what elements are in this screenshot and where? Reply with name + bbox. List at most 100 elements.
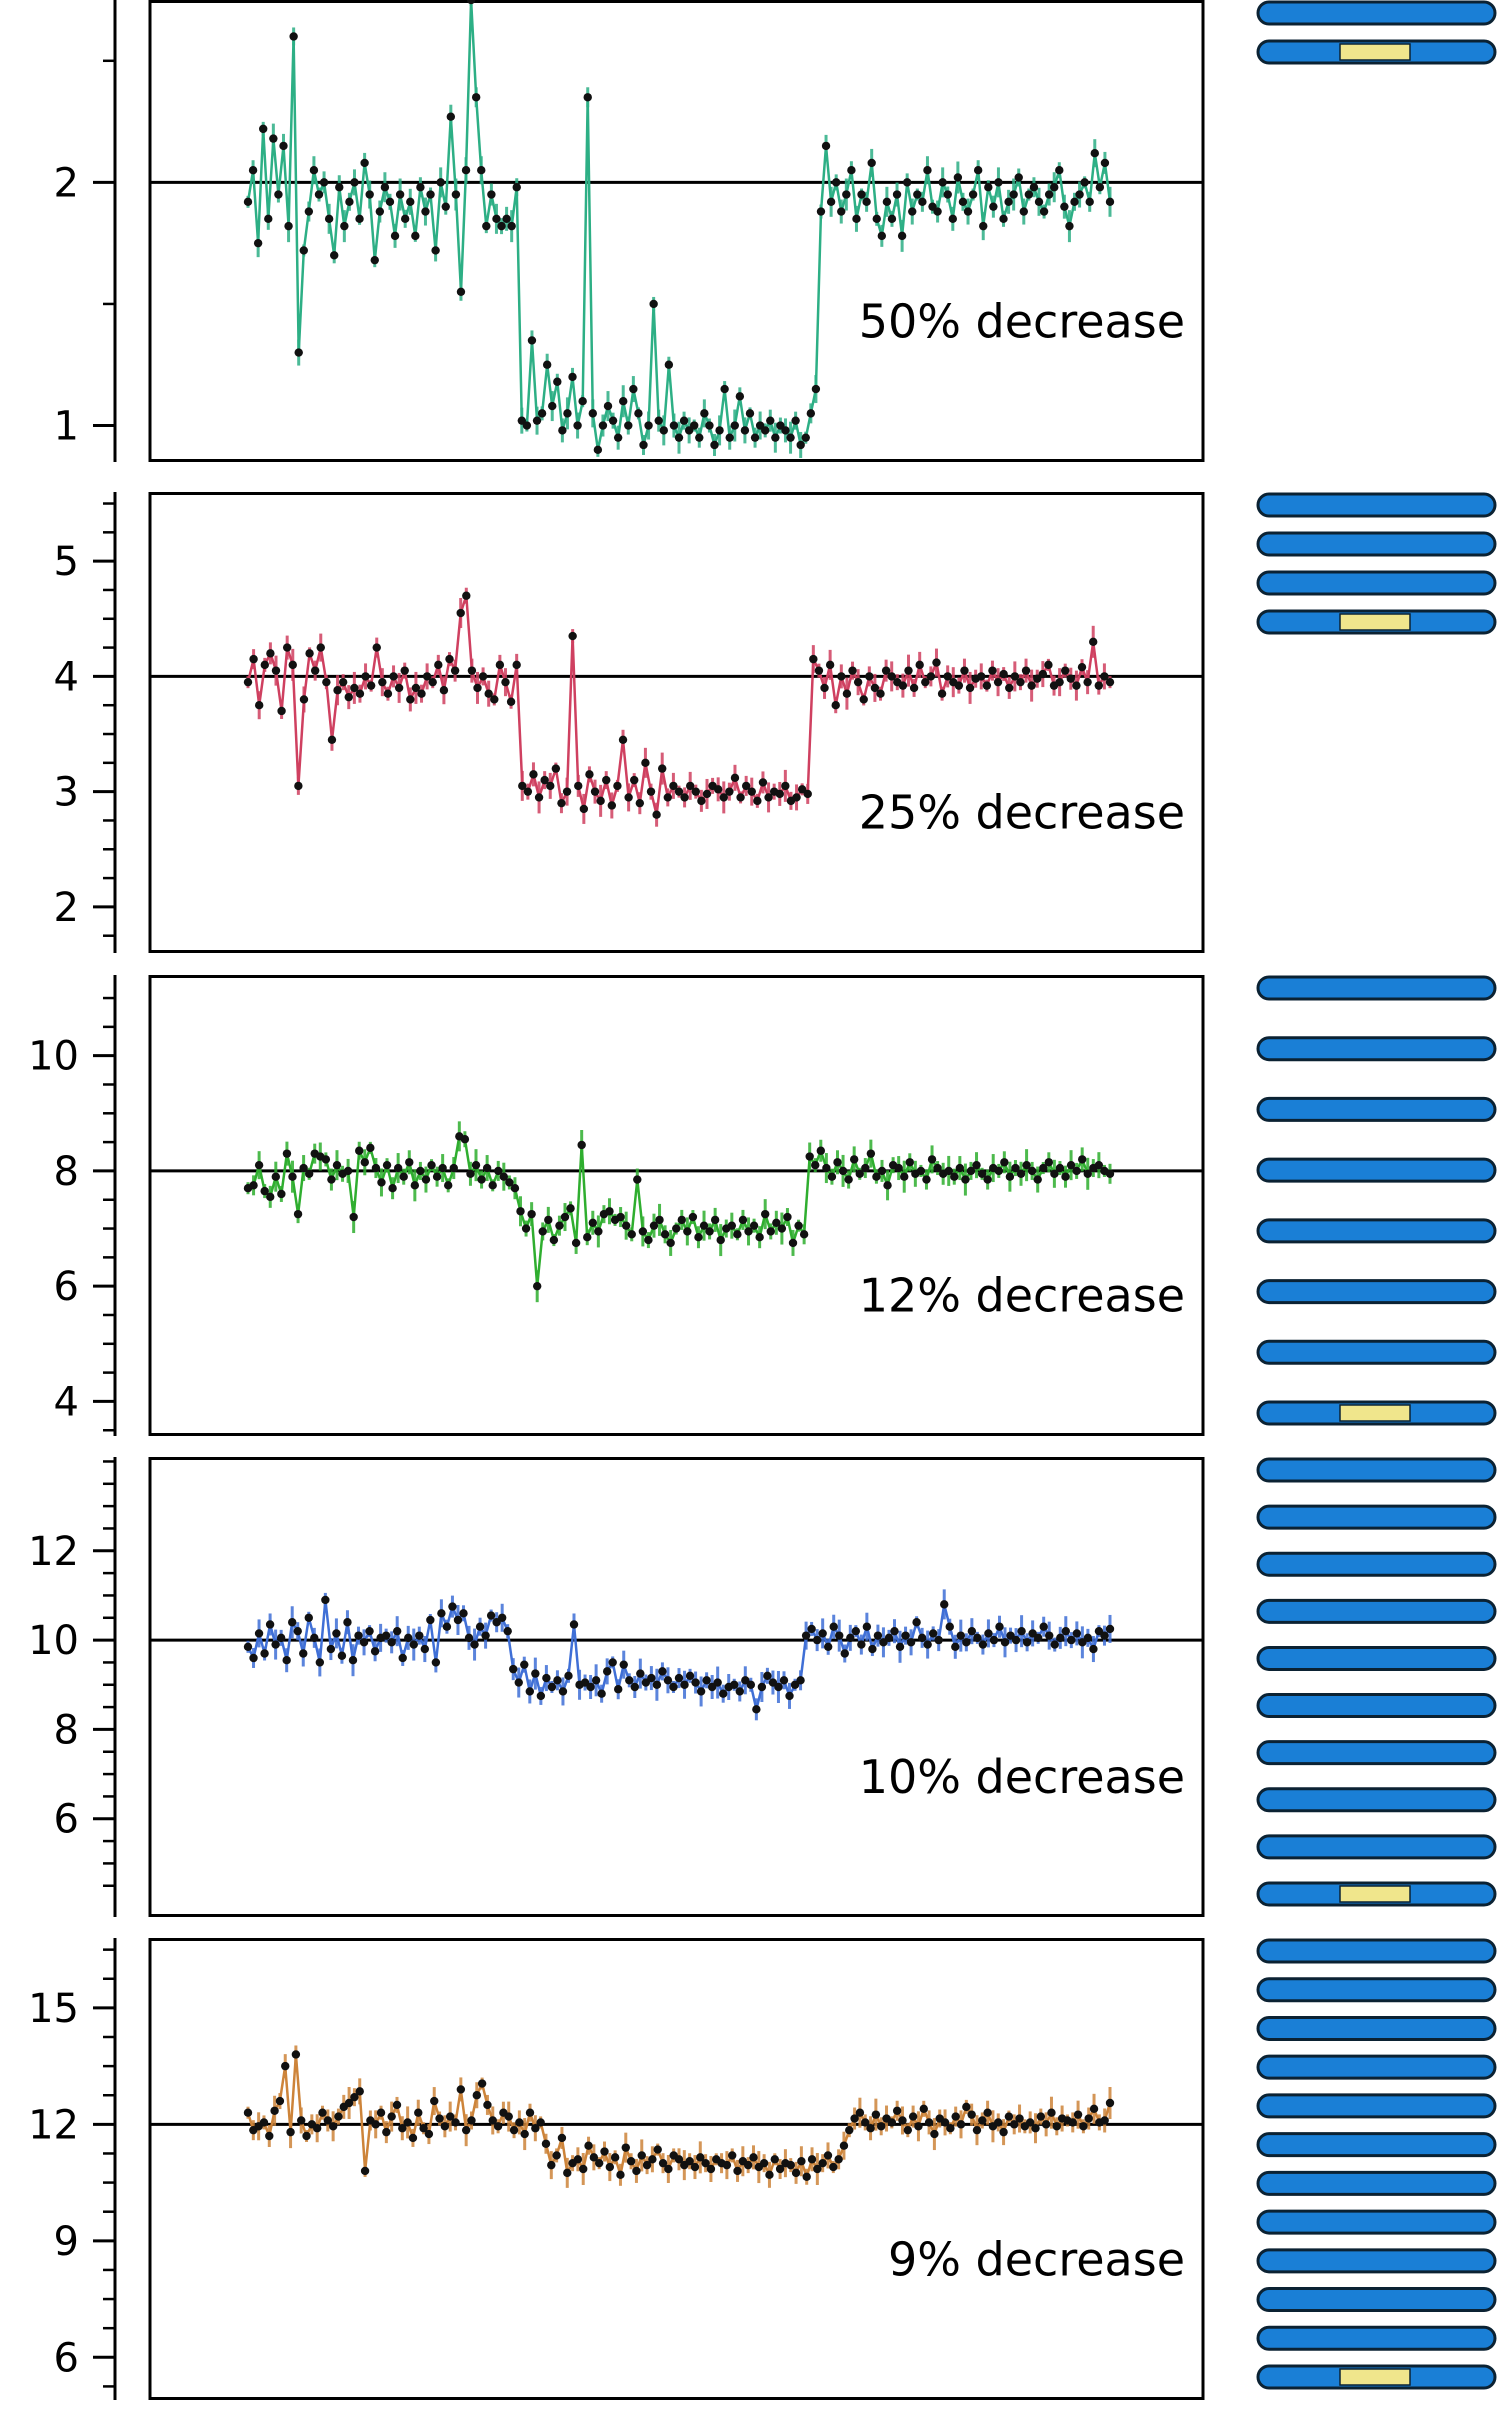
data-point [494, 1166, 503, 1176]
data-point [523, 787, 533, 796]
data-point [982, 681, 992, 690]
chromosome [1256, 975, 1497, 1001]
data-point [522, 421, 532, 430]
data-point [1033, 1175, 1042, 1184]
data-point [1079, 2122, 1088, 2131]
data-point [983, 1175, 992, 1184]
data-point [1039, 1163, 1048, 1173]
data-point [605, 1207, 614, 1216]
data-point [940, 2118, 950, 2127]
data-point [683, 1227, 692, 1236]
data-point [917, 1633, 927, 1643]
data-point [818, 1629, 827, 1638]
data-point [608, 1658, 617, 1667]
data-point [786, 433, 795, 442]
data-point [968, 190, 978, 199]
data-point [525, 2108, 535, 2117]
data-point [393, 1163, 403, 1173]
chromosome [1256, 1834, 1497, 1860]
data-point [610, 2153, 620, 2162]
data-point [614, 1685, 623, 1694]
data-point [994, 178, 1003, 187]
data-point [674, 433, 684, 442]
data-point [1055, 1163, 1065, 1173]
data-point [354, 1631, 363, 1640]
data-point [946, 2124, 955, 2133]
data-point [1067, 1635, 1076, 1645]
data-point [882, 197, 892, 207]
data-point [422, 672, 432, 681]
decrease-annotation: 50% decrease [859, 294, 1185, 348]
chromosome [1256, 2209, 1497, 2235]
data-point [705, 421, 714, 430]
data-point [926, 672, 936, 681]
data-point [319, 178, 329, 187]
data-point [431, 1658, 441, 1667]
data-point [965, 683, 975, 693]
data-point [321, 1155, 331, 1164]
data-point [1055, 166, 1064, 175]
data-point [695, 433, 704, 442]
data-point [797, 785, 807, 794]
data-point [757, 1682, 767, 1692]
y-tick-label: 8 [54, 1707, 79, 1753]
chromosome [1256, 531, 1497, 557]
data-point [392, 1626, 402, 1636]
data-point [269, 134, 278, 143]
data-point [536, 2118, 545, 2127]
data-point [774, 1682, 783, 1692]
panel-2: 2 3 4 5 25% decrease [54, 492, 1497, 953]
data-point [424, 2129, 434, 2139]
data-point [700, 409, 709, 418]
data-point [340, 221, 349, 231]
data-point [460, 1135, 470, 1144]
data-point [652, 810, 661, 819]
data-point [355, 2087, 364, 2096]
data-point [918, 197, 927, 207]
data-point [658, 1667, 667, 1676]
data-point [989, 202, 998, 211]
data-point [1044, 190, 1054, 199]
data-point [900, 1172, 909, 1181]
data-point [1089, 2104, 1099, 2114]
data-point [316, 643, 325, 652]
data-point [249, 1181, 258, 1190]
data-point [253, 238, 263, 248]
data-point [833, 1158, 842, 1167]
data-point [444, 1181, 453, 1190]
data-point [370, 1647, 380, 1656]
data-point [786, 2160, 795, 2170]
data-point [658, 2158, 668, 2168]
data-point [583, 93, 592, 102]
data-point [956, 1631, 966, 1640]
data-point [461, 166, 471, 175]
data-point [579, 2164, 588, 2174]
data-point [477, 2079, 487, 2088]
data-point [590, 787, 600, 796]
data-point [838, 1166, 848, 1176]
deletion-segment [1339, 43, 1411, 61]
data-point [1017, 1626, 1026, 1636]
data-point [903, 2125, 913, 2135]
data-point [654, 416, 663, 425]
data-point [652, 1680, 662, 1689]
data-point [1105, 2098, 1115, 2108]
data-point [783, 1212, 792, 1222]
data-point [705, 1227, 714, 1236]
data-point [755, 1232, 764, 1242]
data-point [466, 0, 476, 5]
data-point [360, 2166, 370, 2176]
data-point [928, 1629, 938, 1638]
data-point [546, 781, 555, 791]
chromosome [1256, 492, 1497, 518]
data-point [663, 793, 673, 802]
data-point [473, 683, 482, 693]
data-point [937, 689, 947, 698]
data-point [355, 1146, 364, 1155]
data-point [459, 1609, 468, 1618]
data-point [591, 1676, 601, 1685]
data-point [945, 1622, 954, 1631]
data-point [1004, 197, 1013, 207]
data-point [978, 2116, 987, 2125]
data-point [398, 2124, 407, 2133]
